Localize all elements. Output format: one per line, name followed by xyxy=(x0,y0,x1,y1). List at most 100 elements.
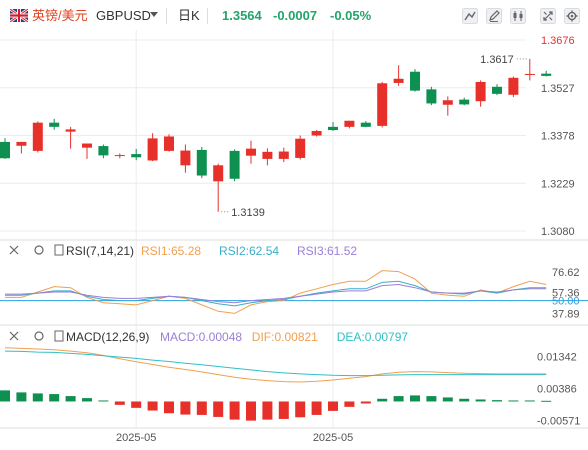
macd-histogram-bar xyxy=(0,390,10,402)
rsi-legend-rsi1: RSI1:65.28 xyxy=(141,244,201,258)
macd-legend-macd: MACD:0.00048 xyxy=(160,330,242,344)
macd-histogram-bar xyxy=(410,395,420,402)
settings-icon[interactable] xyxy=(564,8,580,24)
rsi-legend-rsi3: RSI3:61.52 xyxy=(297,244,357,258)
macd-histogram-bar xyxy=(246,401,256,421)
macd-series-dif xyxy=(4,347,547,383)
rsi-tick-label: 37.89 xyxy=(552,309,580,321)
macd-histogram-bar xyxy=(393,396,404,402)
macd-histogram-bar xyxy=(541,400,552,402)
price-panel: 1.3617 1.3139 xyxy=(0,54,552,219)
macd-histogram-bar xyxy=(196,401,207,415)
candle-body xyxy=(16,141,27,146)
drawing-tool-icon[interactable] xyxy=(486,8,502,24)
macd-histogram-bar xyxy=(377,398,388,402)
macd-histogram-bar xyxy=(16,392,27,402)
candle-body xyxy=(426,89,437,104)
candle-body xyxy=(213,165,224,182)
macd-histogram-bar xyxy=(344,401,355,407)
candle-body xyxy=(180,150,191,166)
candle-body xyxy=(311,131,322,136)
candle-body xyxy=(98,146,109,156)
macd-histogram-bar xyxy=(32,393,43,402)
chart-toolbar: 英镑/美元 GBPUSD 日K 1.3564 -0.0007 -0.05% xyxy=(0,0,588,30)
macd-histogram-bar xyxy=(49,394,60,402)
macd-panel: MACD(12,26,9) MACD:0.00048 DIF:0.00821 DEA:… xyxy=(0,330,552,421)
candle-body xyxy=(475,81,486,102)
candle-body xyxy=(196,149,207,176)
high-price-label: 1.3617 xyxy=(480,54,514,66)
settings-icon xyxy=(34,331,44,341)
candle-body xyxy=(377,83,388,126)
candle-body xyxy=(492,86,502,94)
macd-histogram-bar xyxy=(262,401,273,420)
price-tick-label: 1.3676 xyxy=(541,35,575,47)
candle-body xyxy=(114,155,125,157)
x-tick-label: 2025-05 xyxy=(116,432,156,444)
candle-body xyxy=(360,122,371,127)
candle-body xyxy=(229,150,240,179)
price-change-pct: -0.05% xyxy=(330,8,372,23)
macd-histogram-bar xyxy=(459,398,470,402)
macd-histogram-bar xyxy=(311,401,322,415)
candle-body xyxy=(295,138,306,158)
macd-histogram-bar xyxy=(131,401,142,408)
rsi-series-rsi3 xyxy=(5,283,547,304)
rsi-panel: RSI(7,14,21) RSI1:65.28 RSI2:62.54 RSI3:61.… xyxy=(0,244,588,314)
candle-body xyxy=(459,99,470,105)
candle-body xyxy=(49,122,60,127)
macd-histogram-bar xyxy=(328,401,338,411)
symbol-code[interactable]: GBPUSD xyxy=(96,8,151,23)
candle-style-icon[interactable] xyxy=(510,8,526,24)
close-icon xyxy=(9,331,19,341)
indicator-icon xyxy=(54,330,64,342)
period-selector[interactable]: 日K xyxy=(178,8,200,23)
rsi-tick-label: 76.62 xyxy=(552,267,580,279)
symbol-name[interactable]: 英镑/美元 xyxy=(32,8,88,23)
price-tick-label: 1.3378 xyxy=(541,131,575,143)
macd-histogram-bar xyxy=(65,396,76,402)
macd-histogram-bar xyxy=(508,400,519,402)
x-tick-label: 2025-05 xyxy=(313,432,353,444)
price-tick-label: 1.3527 xyxy=(541,83,575,95)
candle-body xyxy=(164,136,174,151)
candle-body xyxy=(147,138,158,161)
macd-histogram-bar xyxy=(475,399,486,402)
macd-tick-label: 0.00386 xyxy=(537,383,577,395)
settings-icon xyxy=(34,245,44,255)
macd-histogram-bar xyxy=(164,401,174,414)
grid xyxy=(0,30,588,429)
macd-histogram-bar xyxy=(229,401,240,420)
candle-body xyxy=(410,71,420,91)
low-price-label: 1.3139 xyxy=(231,207,265,219)
macd-tick-label: 0.01342 xyxy=(537,351,577,363)
dropdown-arrow-icon[interactable] xyxy=(150,12,158,18)
macd-title: MACD(12,26,9) xyxy=(66,330,149,344)
candle-body xyxy=(131,154,142,158)
candle-body xyxy=(262,151,273,159)
price-tick-label: 1.3229 xyxy=(541,178,575,190)
rsi-series-rsi1 xyxy=(5,270,547,314)
macd-histogram-bar xyxy=(426,396,437,402)
candle-body xyxy=(344,120,355,127)
macd-histogram-bar xyxy=(180,401,191,415)
toolbar-divider xyxy=(207,8,208,24)
macd-legend-dea: DEA:0.00797 xyxy=(337,330,409,344)
price-tick-label: 1.3080 xyxy=(541,226,575,238)
macd-histogram-bar xyxy=(295,401,306,418)
axes: 1.3676 1.3527 1.3378 1.3229 1.3080 76.62 57.36… xyxy=(116,35,580,444)
rsi-series-rsi2 xyxy=(5,280,547,307)
macd-histogram-bar xyxy=(442,397,453,402)
candle-body xyxy=(0,141,10,159)
rsi-legend-rsi2: RSI2:62.54 xyxy=(219,244,279,258)
candle-body xyxy=(65,129,76,132)
rsi-tick-label: 50.00 xyxy=(552,296,580,308)
macd-histogram-bar xyxy=(147,401,158,411)
fullscreen-icon[interactable] xyxy=(540,8,556,24)
rsi-title: RSI(7,14,21) xyxy=(66,244,134,258)
candle-body xyxy=(524,73,535,75)
candle-body xyxy=(278,151,289,159)
chart-indicator-icon[interactable] xyxy=(462,8,478,24)
toolbar-divider xyxy=(166,8,167,24)
